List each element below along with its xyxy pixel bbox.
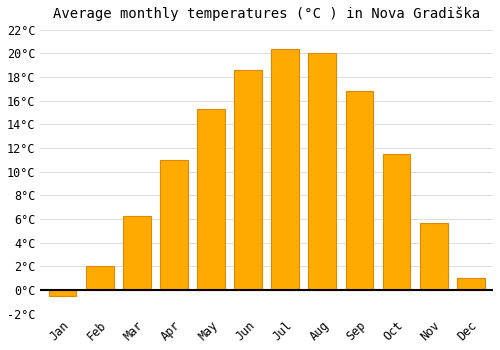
- Bar: [346, 91, 374, 290]
- Title: Average monthly temperatures (°C ) in Nova Gradiška: Average monthly temperatures (°C ) in No…: [53, 7, 480, 21]
- Bar: [86, 266, 114, 290]
- Bar: [160, 160, 188, 290]
- Bar: [272, 49, 299, 290]
- Bar: [123, 216, 150, 290]
- Bar: [48, 290, 76, 296]
- Bar: [308, 53, 336, 290]
- Bar: [382, 154, 410, 290]
- Bar: [457, 278, 484, 290]
- Bar: [197, 109, 225, 290]
- Bar: [420, 223, 448, 290]
- Bar: [234, 70, 262, 290]
